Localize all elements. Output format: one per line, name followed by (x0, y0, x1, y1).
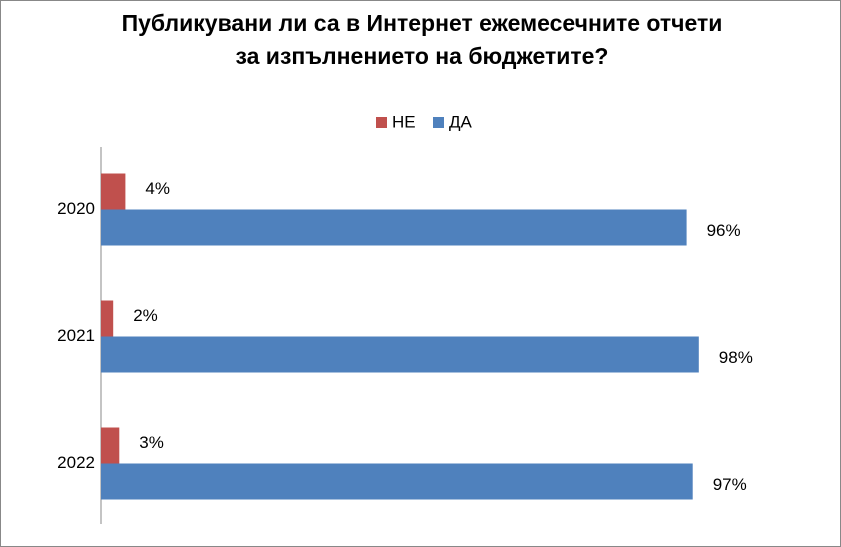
data-label: 2% (133, 306, 158, 325)
bar (101, 427, 120, 464)
y-tick-label: 2021 (57, 326, 95, 345)
y-tick-label: 2022 (57, 453, 95, 472)
bar (101, 300, 114, 337)
bar (101, 336, 699, 373)
legend-label: НЕ (392, 112, 416, 131)
data-label: 98% (719, 348, 753, 367)
legend-swatch (433, 117, 444, 128)
y-tick-label: 2020 (57, 199, 95, 218)
data-label: 4% (145, 179, 170, 198)
data-label: 3% (139, 433, 164, 452)
bar (101, 209, 687, 246)
chart-title: Публикувани ли са в Интернет ежемесечнит… (122, 10, 723, 69)
data-label: 96% (707, 221, 741, 240)
bar (101, 463, 693, 500)
bar (101, 173, 126, 210)
data-label: 97% (713, 475, 747, 494)
legend-swatch (376, 117, 387, 128)
legend-label: ДА (449, 112, 473, 131)
